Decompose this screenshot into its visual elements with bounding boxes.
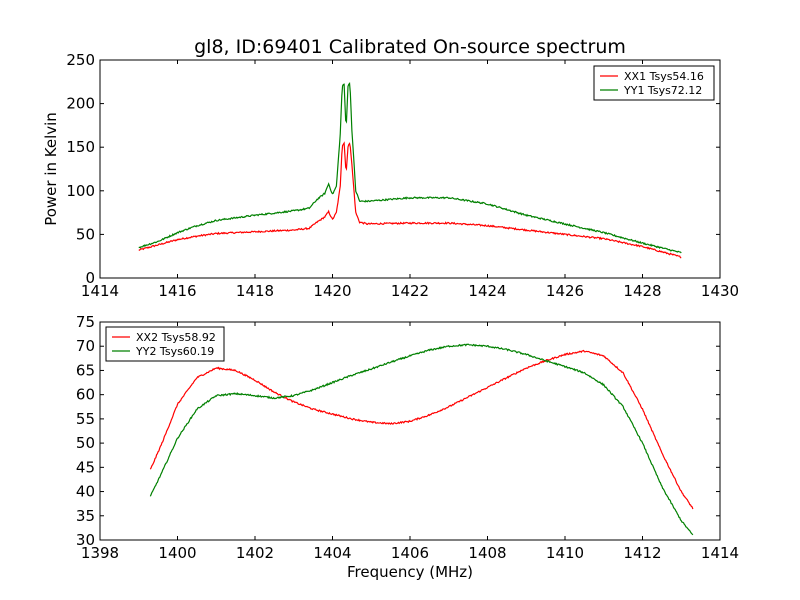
bottom-x-axis-label: Frequency (MHz) [347,563,473,581]
top-series-line-2 [138,81,682,254]
bottom-y-tick-label: 50 [76,434,95,452]
bottom-x-tick-label: 1400 [158,544,196,562]
bottom-y-tick-label: 65 [76,361,95,379]
bottom-y-tick-label: 70 [76,337,95,355]
bottom-y-tick-label: 60 [76,386,95,404]
bottom-x-tick-label: 1404 [313,544,351,562]
bottom-series-line-1 [149,349,694,510]
top-y-tick-label: 100 [66,182,95,200]
bottom-y-tick-label: 55 [76,410,95,428]
top-x-tick-label: 1420 [313,282,351,300]
bottom-y-tick-label: 40 [76,483,95,501]
bottom-legend-label-1: XX2 Tsys58.92 [136,331,216,344]
bottom-x-tick-label: 1398 [81,544,119,562]
top-legend-label-2: YY1 Tsys72.12 [623,84,702,97]
top-legend-label-1: XX1 Tsys54.16 [624,70,704,83]
top-series-line-1 [138,141,682,259]
top-x-tick-label: 1424 [468,282,506,300]
top-y-tick-label: 150 [66,138,95,156]
bottom-x-tick-label: 1412 [623,544,661,562]
bottom-y-tick-label: 45 [76,458,95,476]
bottom-legend-label-2: YY2 Tsys60.19 [135,345,214,358]
top-y-tick-label: 250 [66,51,95,69]
bottom-panel: 1398 1400 1402 1404 1406 1408 1410 1412 1414 30 35… [76,313,739,562]
top-x-tick-label: 1428 [623,282,661,300]
bottom-x-tick-label: 1414 [701,544,739,562]
top-x-tick-label: 1416 [158,282,196,300]
bottom-x-tick-label: 1408 [468,544,506,562]
bottom-x-tick-label: 1406 [391,544,429,562]
bottom-x-tick-label: 1410 [546,544,584,562]
bottom-x-tick-label: 1402 [236,544,274,562]
top-panel: 1414 1416 1418 1420 1422 1424 1426 1428 1430 0 50 1… [66,51,739,300]
bottom-y-tick-label: 75 [76,313,95,331]
top-y-tick-label: 0 [85,269,95,287]
bottom-series-line-2 [149,343,694,536]
top-legend-box [593,65,715,101]
top-y-tick-label: 50 [76,225,95,243]
top-x-tick-label: 1414 [81,282,119,300]
top-x-tick-label: 1430 [701,282,739,300]
top-x-tick-label: 1418 [236,282,274,300]
bottom-y-tick-label: 30 [76,531,95,549]
top-y-tick-label: 200 [66,95,95,113]
bottom-legend-box [105,326,225,362]
chart-title: gl8, ID:69401 Calibrated On-source spect… [194,36,626,58]
top-x-tick-label: 1426 [546,282,584,300]
top-x-tick-label: 1422 [391,282,429,300]
top-y-axis-label: Power in Kelvin [42,112,60,226]
bottom-y-tick-label: 35 [76,507,95,525]
